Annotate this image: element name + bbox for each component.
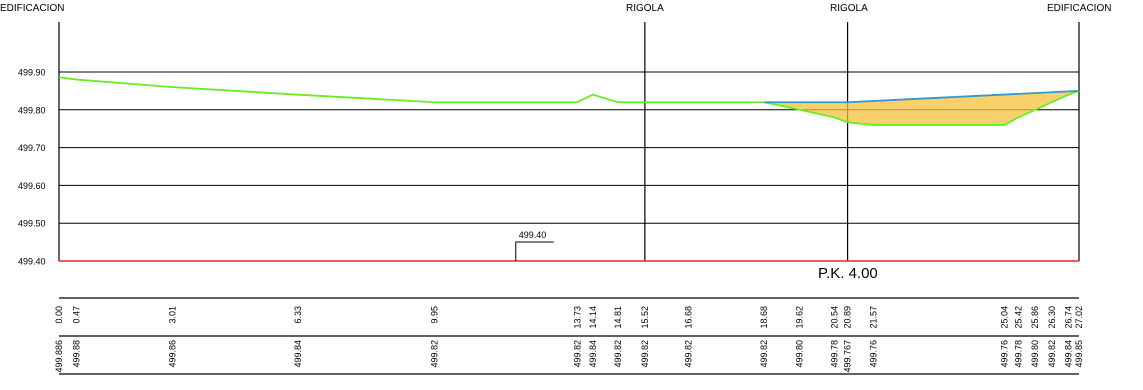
elevation-label: 499.78	[1014, 340, 1024, 368]
elevation-label: 499.80	[1030, 340, 1040, 368]
distance-label: 13.73	[572, 306, 582, 329]
elevation-label: 499.84	[1063, 340, 1073, 368]
elevation-label: 499.82	[613, 340, 623, 368]
elevation-label: 499.82	[759, 340, 769, 368]
label-bands: 0.00 499.886 0.47 499.88 3.01 499.86 6.33 499.8…	[54, 297, 1084, 375]
elevation-label: 499.76	[999, 340, 1009, 368]
datum-flag	[515, 241, 554, 261]
y-tick-label: 499.90	[18, 68, 46, 78]
y-tick-label: 499.40	[18, 257, 46, 267]
elevation-label: 499.82	[572, 340, 582, 368]
elevation-label: 499.86	[168, 340, 178, 368]
distance-label: 19.62	[795, 306, 805, 329]
datum-marker: 499.40	[515, 230, 554, 261]
elevation-label: 499.767	[843, 340, 853, 373]
fill-layer	[764, 90, 1079, 125]
y-tick-label: 499.50	[18, 219, 46, 229]
distance-label: 26.74	[1063, 306, 1073, 329]
distance-label: 3.01	[168, 306, 178, 324]
elevation-label: 499.76	[868, 340, 878, 368]
grid-layer: 499.90 499.80 499.70 499.60 499.50 499.40	[18, 22, 1080, 267]
label-edificacion-left: EDIFICACION	[0, 3, 64, 14]
elevation-label: 499.88	[72, 340, 82, 368]
distance-label: 25.86	[1030, 306, 1040, 329]
lines-layer	[58, 76, 1080, 262]
distance-label: 18.68	[759, 306, 769, 329]
elevation-label: 499.84	[588, 340, 598, 368]
label-rigola-1: RIGOLA	[626, 3, 664, 14]
elevation-label: 499.80	[795, 340, 805, 368]
distance-label: 9.95	[430, 306, 440, 324]
distance-label: 25.42	[1014, 306, 1024, 329]
y-tick-label: 499.70	[18, 143, 46, 153]
y-tick-label: 499.80	[18, 105, 46, 115]
label-rigola-2: RIGOLA	[830, 3, 868, 14]
elevation-label: 499.82	[684, 340, 694, 368]
distance-label: 20.89	[843, 306, 853, 329]
pk-label: P.K. 4.00	[818, 265, 878, 282]
elevation-label: 499.84	[293, 340, 303, 368]
label-edificacion-right: EDIFICACION	[1047, 3, 1111, 14]
elevation-label: 499.82	[640, 340, 650, 368]
elevation-label: 499.82	[430, 340, 440, 368]
elevation-label: 499.78	[829, 340, 839, 368]
distance-label: 14.14	[588, 306, 598, 329]
y-tick-label: 499.60	[18, 181, 46, 191]
distance-label: 6.33	[293, 306, 303, 324]
distance-label: 21.57	[868, 306, 878, 329]
distance-label: 26.30	[1047, 306, 1057, 329]
cut-fill-area	[764, 90, 1079, 125]
elevation-label: 499.85	[1074, 340, 1084, 368]
datum-label: 499.40	[519, 230, 547, 240]
elevation-label: 499.886	[54, 340, 64, 373]
distance-label: 27.02	[1074, 306, 1084, 329]
distance-label: 0.47	[72, 306, 82, 324]
distance-label: 14.81	[613, 306, 623, 329]
distance-label: 16.68	[684, 306, 694, 329]
elevation-label: 499.82	[1047, 340, 1057, 368]
distance-label: 25.04	[999, 306, 1009, 329]
distance-label: 15.52	[640, 306, 650, 329]
distance-label: 20.54	[829, 306, 839, 329]
distance-label: 0.00	[54, 306, 64, 324]
project-line	[764, 90, 1080, 104]
